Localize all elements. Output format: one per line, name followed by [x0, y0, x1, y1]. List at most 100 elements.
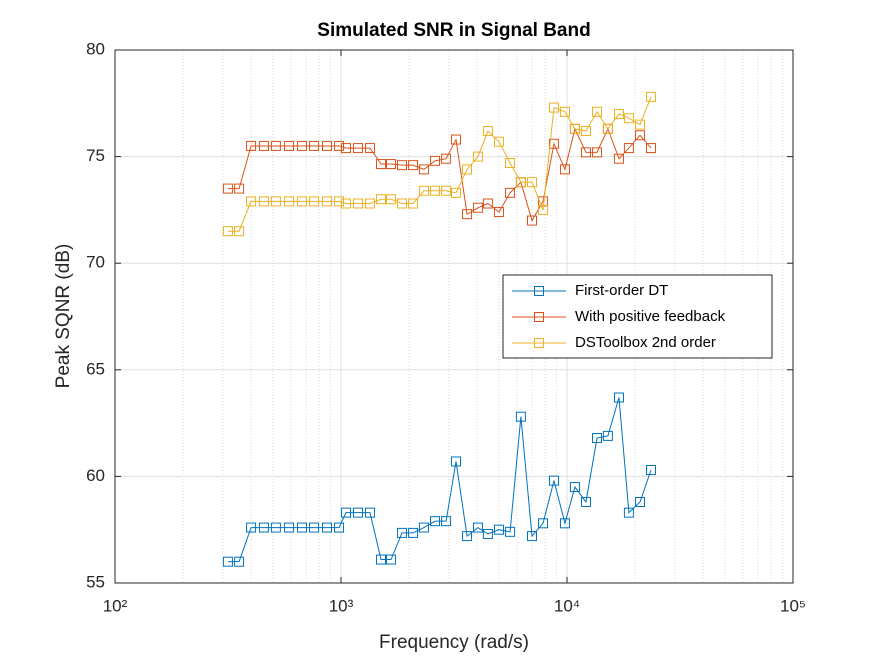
- data-point: [602, 430, 613, 441]
- data-point: [580, 126, 591, 137]
- data-point: [493, 207, 504, 218]
- data-point: [340, 143, 351, 154]
- data-point: [365, 198, 376, 209]
- data-point: [526, 177, 537, 188]
- data-point: [645, 465, 656, 476]
- data-point: [309, 140, 320, 151]
- data-point: [270, 522, 281, 533]
- data-point: [472, 202, 483, 213]
- data-point: [441, 516, 452, 527]
- data-point: [418, 522, 429, 533]
- data-point: [246, 140, 257, 151]
- data-point: [462, 164, 473, 175]
- data-point: [222, 183, 233, 194]
- x-tick-label: 10²: [103, 596, 128, 615]
- data-point: [340, 198, 351, 209]
- data-point: [482, 198, 493, 209]
- data-point: [397, 160, 408, 171]
- data-point: [635, 496, 646, 507]
- data-point: [296, 522, 307, 533]
- data-point: [270, 196, 281, 207]
- data-point: [451, 134, 462, 145]
- data-point: [559, 518, 570, 529]
- data-point: [592, 433, 603, 444]
- data-point: [309, 522, 320, 533]
- data-point: [418, 164, 429, 175]
- y-tick-label: 65: [86, 359, 105, 378]
- legend-marker: [534, 286, 544, 296]
- data-point: [375, 159, 386, 170]
- data-point: [430, 155, 441, 166]
- data-point: [613, 108, 624, 119]
- x-tick-label: 10³: [329, 596, 354, 615]
- data-point: [548, 475, 559, 486]
- data-point: [559, 106, 570, 117]
- data-point: [352, 143, 363, 154]
- data-point: [246, 522, 257, 533]
- data-point: [613, 392, 624, 403]
- x-axis-label: Frequency (rad/s): [379, 632, 529, 653]
- data-point: [559, 164, 570, 175]
- data-point: [623, 143, 634, 154]
- data-point: [334, 522, 345, 533]
- data-point: [386, 159, 397, 170]
- data-point: [284, 196, 295, 207]
- data-point: [408, 527, 419, 538]
- data-point: [505, 157, 516, 168]
- data-point: [386, 554, 397, 565]
- data-point: [623, 507, 634, 518]
- data-point: [408, 160, 419, 171]
- data-point: [592, 106, 603, 117]
- data-point: [482, 126, 493, 137]
- data-point: [462, 209, 473, 220]
- data-point: [635, 119, 646, 130]
- data-point: [365, 143, 376, 154]
- data-point: [258, 196, 269, 207]
- data-point: [515, 411, 526, 422]
- data-point: [441, 185, 452, 196]
- data-point: [613, 153, 624, 164]
- data-point: [493, 524, 504, 535]
- data-point: [538, 204, 549, 215]
- y-tick-label: 80: [86, 39, 105, 58]
- data-point: [526, 531, 537, 542]
- data-point: [246, 196, 257, 207]
- chart-title: Simulated SNR in Signal Band: [317, 20, 590, 41]
- data-point: [472, 522, 483, 533]
- data-point: [580, 147, 591, 158]
- data-point: [386, 194, 397, 205]
- data-point: [430, 185, 441, 196]
- data-point: [645, 91, 656, 102]
- data-point: [270, 140, 281, 151]
- legend-marker: [534, 312, 544, 322]
- data-point: [321, 140, 332, 151]
- data-point: [258, 522, 269, 533]
- data-point: [352, 507, 363, 518]
- data-point: [462, 531, 473, 542]
- data-point: [505, 526, 516, 537]
- data-point: [375, 194, 386, 205]
- data-point: [309, 196, 320, 207]
- data-point: [526, 215, 537, 226]
- data-point: [365, 507, 376, 518]
- data-point: [430, 516, 441, 527]
- data-point: [418, 185, 429, 196]
- data-point: [580, 496, 591, 507]
- data-point: [397, 527, 408, 538]
- data-point: [340, 507, 351, 518]
- data-point: [635, 130, 646, 141]
- data-point: [472, 151, 483, 162]
- data-point: [234, 183, 245, 194]
- data-point: [234, 556, 245, 567]
- legend-marker: [534, 338, 544, 348]
- data-point: [505, 187, 516, 198]
- y-tick-label: 55: [86, 572, 105, 591]
- data-point: [258, 140, 269, 151]
- legend-label: First-order DT: [575, 282, 668, 299]
- data-point: [482, 528, 493, 539]
- data-point: [375, 554, 386, 565]
- data-point: [408, 198, 419, 209]
- data-point: [548, 102, 559, 113]
- data-point: [602, 123, 613, 134]
